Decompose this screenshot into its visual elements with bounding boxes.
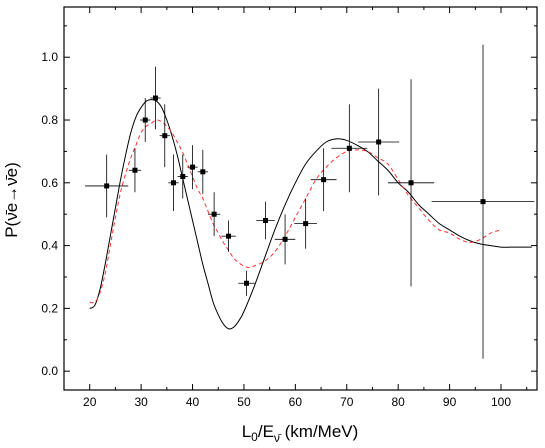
data-point xyxy=(294,198,317,249)
point-marker xyxy=(171,180,177,186)
data-point xyxy=(177,154,188,199)
data-point xyxy=(187,145,198,190)
y-tick-label: 0.0 xyxy=(41,364,58,378)
point-marker xyxy=(282,236,288,242)
fit-curves xyxy=(89,99,532,330)
y-tick-label: 0.4 xyxy=(41,239,58,253)
point-marker xyxy=(321,177,327,183)
data-point xyxy=(128,148,142,193)
x-tick-label: 80 xyxy=(392,395,406,409)
point-marker xyxy=(153,95,159,101)
point-marker xyxy=(263,217,269,223)
plot-frame xyxy=(63,6,538,391)
data-point xyxy=(256,201,275,240)
data-point xyxy=(140,98,151,142)
data-point xyxy=(431,44,535,359)
point-marker xyxy=(346,145,352,151)
y-axis-ticks: 0.0 0.2 0.4 0.6 0.8 1.0 xyxy=(41,25,537,378)
point-marker xyxy=(104,183,110,189)
data-point xyxy=(150,66,161,130)
x-axis-title: L0/Eν̄ (km/MeV) xyxy=(242,422,359,445)
x-axis-ticks: 20 30 40 50 60 70 80 90 100 xyxy=(63,7,528,409)
point-marker xyxy=(180,174,186,180)
data-point xyxy=(387,79,435,287)
data-point xyxy=(221,220,236,252)
data-points xyxy=(85,44,535,359)
point-marker xyxy=(200,169,206,175)
x-tick-label: 70 xyxy=(340,395,354,409)
y-tick-label: 0.2 xyxy=(41,301,58,315)
dashed-fit-line xyxy=(89,119,502,304)
point-marker xyxy=(142,117,148,123)
x-tick-label: 50 xyxy=(237,395,251,409)
point-marker xyxy=(162,133,168,139)
data-point xyxy=(159,104,170,168)
data-point xyxy=(310,148,337,212)
x-tick-label: 40 xyxy=(186,395,200,409)
point-marker xyxy=(244,280,250,286)
point-marker xyxy=(226,233,232,239)
data-point xyxy=(85,154,129,218)
point-marker xyxy=(376,139,382,145)
point-marker xyxy=(132,167,138,173)
x-tick-label: 20 xyxy=(83,395,97,409)
y-axis-title: P(ν̄e→ν̄e) xyxy=(2,162,21,238)
data-point xyxy=(358,88,400,196)
y-tick-label: 0.6 xyxy=(41,176,58,190)
data-point xyxy=(168,154,179,212)
point-marker xyxy=(303,221,309,227)
x-tick-label: 60 xyxy=(289,395,303,409)
x-tick-label: 30 xyxy=(134,395,148,409)
y-tick-label: 1.0 xyxy=(41,50,58,64)
data-point xyxy=(274,214,296,265)
point-marker xyxy=(480,199,486,205)
x-tick-label: 100 xyxy=(491,395,511,409)
point-marker xyxy=(211,211,217,217)
data-point xyxy=(207,192,221,237)
point-marker xyxy=(190,164,196,170)
data-point xyxy=(331,104,368,193)
x-tick-label: 90 xyxy=(443,395,457,409)
data-point xyxy=(238,270,255,296)
data-point xyxy=(197,149,208,194)
point-marker xyxy=(408,180,414,186)
solid-fit-line xyxy=(89,99,532,330)
y-tick-label: 0.8 xyxy=(41,113,58,127)
